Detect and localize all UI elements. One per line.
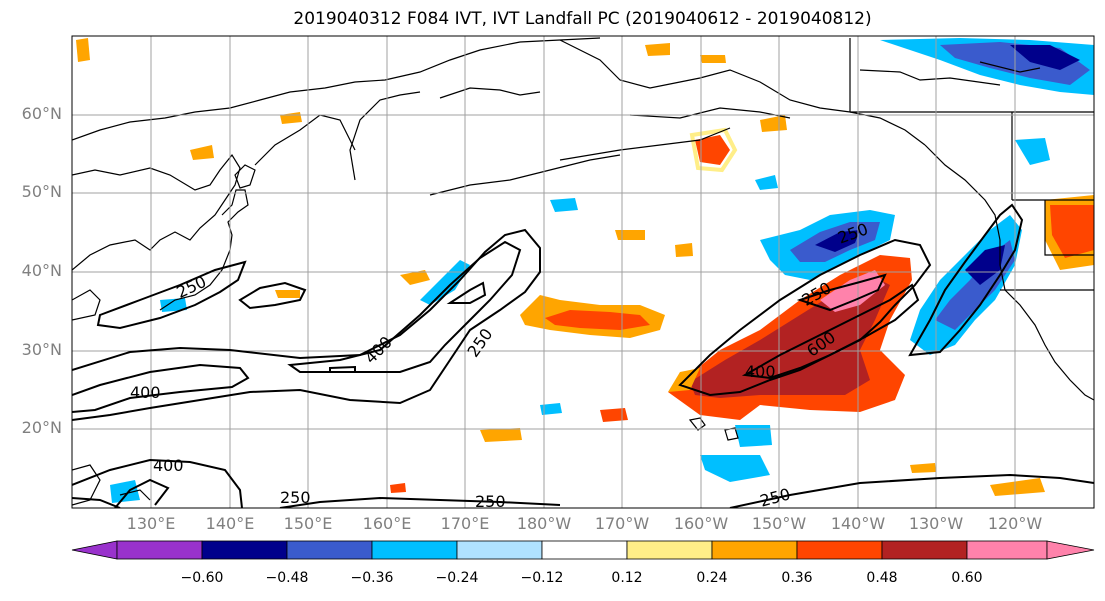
lon-label: 130°W bbox=[908, 514, 964, 533]
colorbar-segment bbox=[286, 540, 373, 560]
colorbar-tick: −0.36 bbox=[350, 570, 394, 586]
contour-labels: 250 400 250 400 250 400 400 250 250 250 … bbox=[130, 219, 871, 511]
lon-label: 160°W bbox=[673, 514, 729, 533]
contour-label: 250 bbox=[280, 488, 311, 507]
graticule bbox=[72, 36, 1094, 508]
colorbar-tick: 0.24 bbox=[696, 570, 728, 586]
colorbar-segment bbox=[881, 540, 968, 560]
colorbar-tick: 0.48 bbox=[866, 570, 898, 586]
colorbar-segment bbox=[201, 540, 288, 560]
colorbar-segment bbox=[116, 540, 203, 560]
lon-label: 130°E bbox=[126, 514, 176, 533]
ivt-contours bbox=[72, 203, 1094, 508]
pc-shading bbox=[76, 38, 1094, 503]
colorbar-segment bbox=[626, 540, 713, 560]
map-title: 2019040312 F084 IVT, IVT Landfall PC (20… bbox=[293, 9, 872, 29]
contour-label: 400 bbox=[745, 362, 776, 381]
lon-label: 170°W bbox=[594, 514, 650, 533]
colorbar-tick: −0.24 bbox=[435, 570, 479, 586]
lat-label: 40°N bbox=[21, 261, 62, 280]
colorbar-tick: −0.12 bbox=[520, 570, 564, 586]
lon-label: 160°E bbox=[362, 514, 412, 533]
lat-label: 30°N bbox=[21, 340, 62, 359]
colorbar-extend-high bbox=[1046, 540, 1095, 560]
map-border bbox=[71, 35, 1095, 509]
lat-label: 50°N bbox=[21, 182, 62, 201]
lon-label: 180°W bbox=[516, 514, 572, 533]
lat-label: 60°N bbox=[21, 104, 62, 123]
colorbar-segment bbox=[796, 540, 883, 560]
lat-label: 20°N bbox=[21, 418, 62, 437]
contour-label: 400 bbox=[130, 383, 161, 402]
contour-label: 400 bbox=[153, 456, 184, 475]
lon-label: 140°W bbox=[830, 514, 886, 533]
colorbar-segment bbox=[711, 540, 798, 560]
lon-label: 140°E bbox=[205, 514, 255, 533]
lon-label: 150°E bbox=[283, 514, 333, 533]
colorbar bbox=[71, 540, 1095, 560]
contour-label: 250 bbox=[475, 492, 506, 511]
colorbar-segment bbox=[371, 540, 458, 560]
lon-label: 150°W bbox=[751, 514, 807, 533]
lon-label: 120°W bbox=[987, 514, 1043, 533]
colorbar-tick: 0.36 bbox=[781, 570, 813, 586]
colorbar-extend-low bbox=[71, 540, 118, 560]
lon-label: 170°E bbox=[440, 514, 490, 533]
colorbar-tick: −0.48 bbox=[265, 570, 309, 586]
colorbar-tick: 0.60 bbox=[951, 570, 983, 586]
colorbar-tick: 0.12 bbox=[611, 570, 643, 586]
contour-label: 250 bbox=[758, 484, 792, 510]
coastlines bbox=[72, 37, 1094, 506]
colorbar-segment bbox=[541, 540, 628, 560]
colorbar-segment bbox=[456, 540, 543, 560]
colorbar-segment bbox=[966, 540, 1048, 560]
colorbar-tick: −0.60 bbox=[180, 570, 224, 586]
